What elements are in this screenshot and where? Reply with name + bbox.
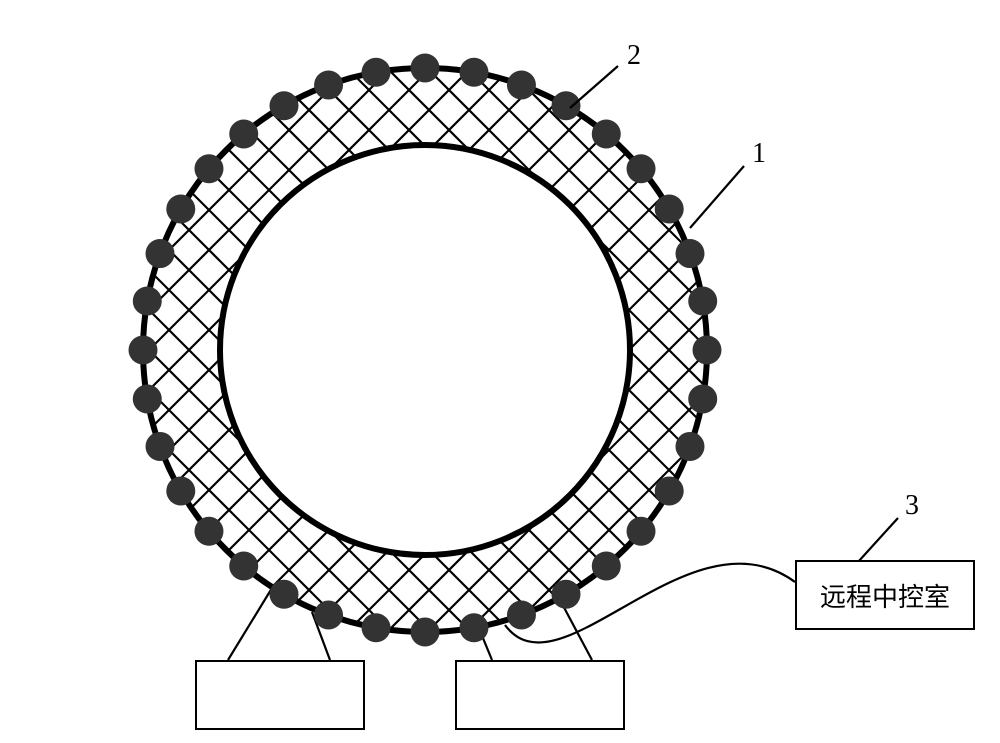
- sensor-dot: [459, 58, 488, 87]
- sensor-dot: [146, 239, 175, 268]
- sensor-dot: [166, 195, 195, 224]
- sensor-dot: [459, 613, 488, 642]
- sensor-dot: [688, 384, 717, 413]
- sensor-dot: [133, 384, 162, 413]
- sensor-dot: [229, 552, 258, 581]
- support-strut: [228, 588, 272, 660]
- sensor-dot: [314, 600, 343, 629]
- sensor-dot: [592, 119, 621, 148]
- support-strut: [560, 600, 592, 660]
- sensor-dot: [552, 91, 581, 120]
- sensor-dot: [592, 552, 621, 581]
- callout-leader: [570, 66, 618, 108]
- sensor-dot: [314, 71, 343, 100]
- diagram-stage: 远程中控室 1 2 3: [0, 0, 1000, 743]
- sensor-dot: [627, 154, 656, 183]
- sensor-dot: [166, 477, 195, 506]
- sensor-dot: [675, 239, 704, 268]
- sensor-dot: [362, 58, 391, 87]
- sensor-dot: [129, 336, 158, 365]
- sensor-dot: [693, 336, 722, 365]
- outer-ring: [143, 68, 707, 632]
- sensor-dot: [507, 600, 536, 629]
- sensor-dot: [552, 580, 581, 609]
- sensor-dot: [133, 287, 162, 316]
- sensor-dot: [411, 618, 440, 647]
- sensor-dot: [688, 287, 717, 316]
- support-pedestal-left: [195, 660, 365, 730]
- callout-leader: [690, 166, 744, 228]
- sensor-dot: [270, 580, 299, 609]
- callout-number-1: 1: [752, 138, 766, 170]
- support-pedestal-right: [455, 660, 625, 730]
- inner-ring: [220, 145, 630, 555]
- sensor-dot: [627, 517, 656, 546]
- sensor-dot: [655, 195, 684, 224]
- sensor-dot: [229, 119, 258, 148]
- sensor-dot: [507, 71, 536, 100]
- sensor-dot: [655, 477, 684, 506]
- sensor-dot: [675, 432, 704, 461]
- sensor-dot: [270, 91, 299, 120]
- sensor-dot: [146, 432, 175, 461]
- callout-number-3: 3: [905, 490, 919, 522]
- sensor-dot: [194, 517, 223, 546]
- sensor-dot: [194, 154, 223, 183]
- callout-leader: [858, 518, 898, 562]
- remote-control-room-box: 远程中控室: [795, 560, 975, 630]
- remote-control-room-label: 远程中控室: [820, 577, 950, 614]
- diagram-svg: [0, 0, 1000, 743]
- sensor-dot: [411, 54, 440, 83]
- callout-number-2: 2: [627, 40, 641, 72]
- sensor-dot: [362, 613, 391, 642]
